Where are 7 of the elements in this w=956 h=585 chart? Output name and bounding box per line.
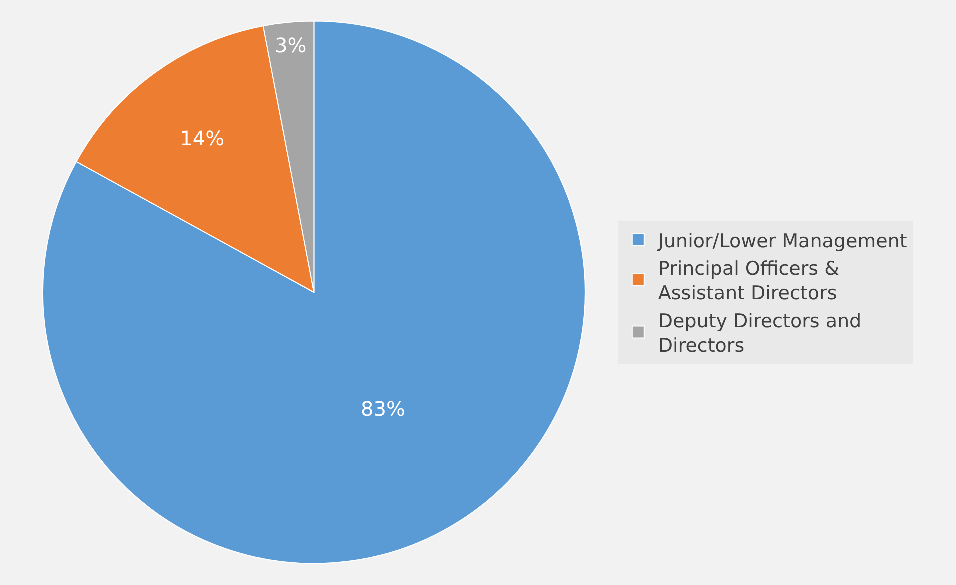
data-label: 14% <box>180 126 225 151</box>
data-label: 83% <box>361 397 406 422</box>
legend-label: Deputy Directors and Directors <box>658 310 862 358</box>
data-label: 3% <box>275 34 307 58</box>
pie-slice <box>42 20 586 564</box>
legend-label: Junior/Lower Management <box>657 230 908 252</box>
legend-label: Principal Officers & Assistant Directors <box>658 258 840 305</box>
